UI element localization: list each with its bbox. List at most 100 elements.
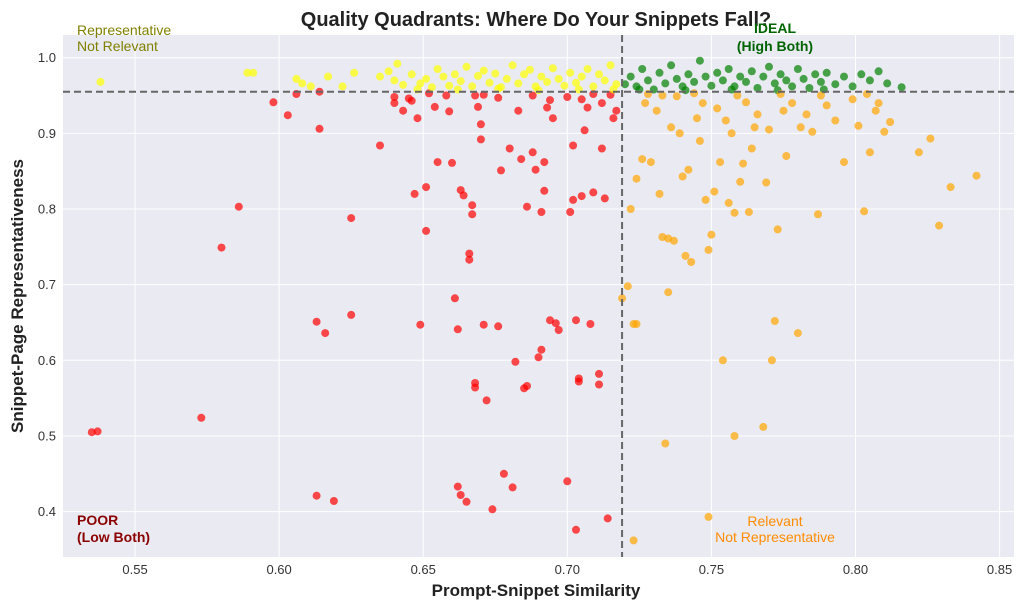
point-representative-not-relevant	[566, 68, 575, 77]
point-poor	[494, 322, 503, 331]
point-poor	[468, 210, 477, 219]
point-poor	[416, 320, 425, 329]
point-representative-not-relevant	[292, 74, 301, 83]
point-relevant-not-representative	[773, 225, 782, 234]
point-relevant-not-representative	[736, 177, 745, 186]
point-ideal	[753, 84, 762, 92]
point-relevant-not-representative	[935, 221, 944, 230]
point-relevant-not-representative	[629, 536, 638, 545]
point-ideal	[874, 67, 883, 76]
point-representative-not-relevant	[249, 68, 258, 77]
point-relevant-not-representative	[687, 258, 696, 266]
point-relevant-not-representative	[733, 91, 742, 100]
point-poor	[465, 249, 474, 258]
point-poor	[347, 310, 356, 319]
point-poor	[468, 201, 477, 210]
point-relevant-not-representative	[854, 121, 863, 130]
point-poor	[563, 93, 572, 101]
point-ideal	[713, 68, 722, 77]
point-ideal	[805, 84, 814, 92]
point-poor	[494, 93, 503, 102]
point-relevant-not-representative	[753, 110, 762, 119]
point-ideal	[865, 76, 874, 85]
point-poor	[540, 186, 549, 195]
point-relevant-not-representative	[750, 123, 759, 132]
point-poor	[595, 369, 603, 378]
point-relevant-not-representative	[767, 356, 776, 365]
point-poor	[482, 396, 491, 405]
point-relevant-not-representative	[664, 288, 673, 297]
label-ideal-line1: IDEAL	[754, 20, 796, 36]
point-relevant-not-representative	[926, 134, 935, 143]
point-representative-not-relevant	[96, 77, 105, 86]
point-representative-not-relevant	[384, 67, 393, 76]
point-representative-not-relevant	[554, 74, 563, 83]
point-ideal	[782, 76, 791, 85]
point-poor	[589, 188, 598, 197]
point-relevant-not-representative	[782, 152, 791, 160]
point-representative-not-relevant	[479, 66, 488, 75]
point-poor	[471, 383, 480, 392]
label-relevant-not-representative-line1: Relevant	[747, 513, 802, 529]
point-relevant-not-representative	[739, 159, 748, 168]
x-tick-label: 0.65	[411, 562, 436, 577]
y-tick-label: 0.9	[38, 126, 56, 141]
point-poor	[448, 158, 456, 167]
point-relevant-not-representative	[632, 320, 641, 328]
point-ideal	[747, 67, 756, 76]
point-poor	[462, 497, 471, 506]
point-relevant-not-representative	[672, 92, 681, 101]
point-representative-not-relevant	[350, 68, 359, 77]
point-ideal	[681, 86, 690, 95]
point-ideal	[661, 79, 670, 88]
point-ideal	[724, 65, 733, 73]
point-ideal	[644, 76, 652, 85]
point-representative-not-relevant	[520, 70, 529, 79]
point-relevant-not-representative	[684, 165, 693, 174]
y-tick-label: 0.7	[38, 277, 56, 292]
point-poor	[508, 483, 517, 492]
point-relevant-not-representative	[914, 148, 923, 157]
axis-ticks: 0.55 0.60 0.65 0.70 0.75 0.80 0.85 0.4 0.5 0.6 0.7…	[38, 50, 1012, 577]
point-poor	[523, 382, 531, 390]
point-poor	[551, 319, 560, 328]
point-poor	[407, 96, 416, 105]
point-representative-not-relevant	[390, 76, 399, 85]
grid-lines	[63, 35, 1014, 557]
point-poor	[347, 214, 356, 223]
x-tick-label: 0.80	[843, 562, 868, 577]
point-representative-not-relevant	[445, 81, 454, 90]
point-representative-not-relevant	[583, 65, 592, 73]
x-tick-label: 0.60	[266, 562, 291, 577]
point-poor	[474, 102, 482, 111]
point-poor	[531, 165, 540, 174]
point-relevant-not-representative	[972, 171, 981, 180]
point-relevant-not-representative	[655, 189, 664, 198]
point-ideal	[667, 61, 676, 70]
point-ideal	[707, 81, 716, 90]
point-relevant-not-representative	[779, 106, 788, 115]
point-poor	[450, 294, 459, 303]
point-poor	[572, 316, 580, 325]
point-relevant-not-representative	[632, 174, 641, 183]
point-representative-not-relevant	[525, 65, 534, 74]
x-tick-label: 0.85	[987, 562, 1012, 577]
point-relevant-not-representative	[661, 439, 670, 448]
point-relevant-not-representative	[765, 125, 773, 134]
point-relevant-not-representative	[695, 136, 704, 145]
point-poor	[595, 380, 603, 389]
point-poor	[453, 482, 462, 491]
chart-title: Quality Quadrants: Where Do Your Snippet…	[301, 9, 771, 31]
point-poor	[600, 194, 609, 203]
point-relevant-not-representative	[718, 356, 727, 365]
point-poor	[453, 325, 462, 334]
point-relevant-not-representative	[727, 129, 736, 138]
point-representative-not-relevant	[494, 84, 503, 93]
point-poor	[433, 158, 442, 167]
point-poor	[603, 514, 612, 523]
point-poor	[580, 126, 589, 135]
point-poor	[430, 102, 439, 111]
point-poor	[93, 427, 102, 436]
point-relevant-not-representative	[802, 110, 811, 119]
